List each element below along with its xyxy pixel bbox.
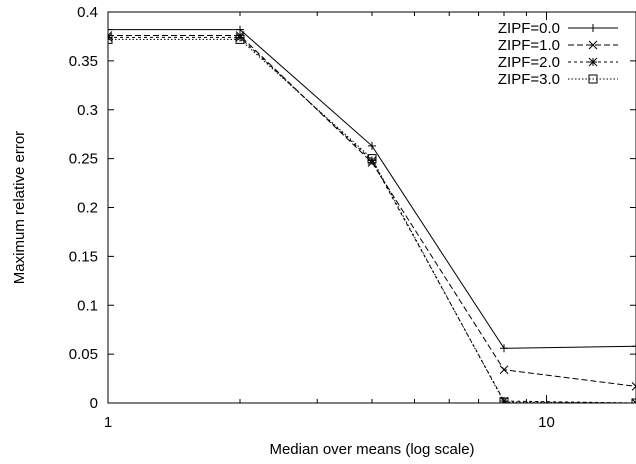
legend-label: ZIPF=0.0 [498, 20, 560, 37]
y-tick-label: 0 [90, 395, 98, 412]
series-line [108, 38, 636, 403]
data-point-cross [588, 40, 598, 50]
data-point-square [367, 154, 377, 164]
data-point-square [108, 34, 113, 44]
data-point-plus [368, 141, 376, 150]
series-layer [108, 25, 636, 403]
data-point-square [235, 34, 245, 44]
data-point-star [631, 398, 636, 403]
legend-item: ZIPF=1.0 [498, 37, 618, 54]
data-point-plus [500, 344, 508, 353]
series-line [108, 36, 636, 403]
series-zipf-2-0 [108, 33, 636, 403]
data-point-star [588, 57, 598, 67]
x-tick-label: 10 [538, 414, 555, 431]
legend-item: ZIPF=0.0 [498, 20, 618, 37]
y-tick-label: 0.15 [69, 248, 98, 265]
y-tick-label: 0.25 [69, 151, 98, 168]
x-tick-label: 1 [104, 414, 112, 431]
data-point-cross [108, 31, 113, 40]
x-axis-ticks: 1 10 [104, 12, 555, 431]
y-tick-label: 0.05 [69, 346, 98, 363]
y-tick-label: 0.35 [69, 53, 98, 70]
data-point-plus [589, 24, 597, 32]
data-point-star [235, 33, 245, 42]
data-point-square [588, 74, 598, 84]
legend-item: ZIPF=2.0 [498, 54, 618, 71]
x-axis-label: Median over means (log scale) [269, 441, 474, 458]
data-point-square [499, 397, 509, 403]
legend-item: ZIPF=3.0 [498, 71, 618, 88]
y-tick-label: 0.4 [77, 4, 98, 21]
y-axis-label: Maximum relative error [11, 131, 28, 284]
series-zipf-0-0 [108, 25, 636, 353]
data-point-cross [631, 382, 636, 391]
y-tick-label: 0.2 [77, 200, 98, 217]
legend-label: ZIPF=2.0 [498, 54, 560, 71]
data-point-plus [632, 342, 636, 351]
data-point-star [108, 33, 113, 42]
legend-label: ZIPF=1.0 [498, 37, 560, 54]
series-line [108, 34, 636, 387]
data-point-cross [499, 365, 509, 375]
y-axis-ticks: 0 0.05 0.1 0.15 0.2 0.25 0.3 0.35 0.4 [69, 4, 636, 412]
y-tick-label: 0.1 [77, 297, 98, 314]
legend-label: ZIPF=3.0 [498, 71, 560, 88]
data-point-plus [236, 25, 244, 34]
y-tick-label: 0.3 [77, 102, 98, 119]
series-zipf-3-0 [108, 34, 636, 403]
data-point-plus [108, 25, 112, 34]
